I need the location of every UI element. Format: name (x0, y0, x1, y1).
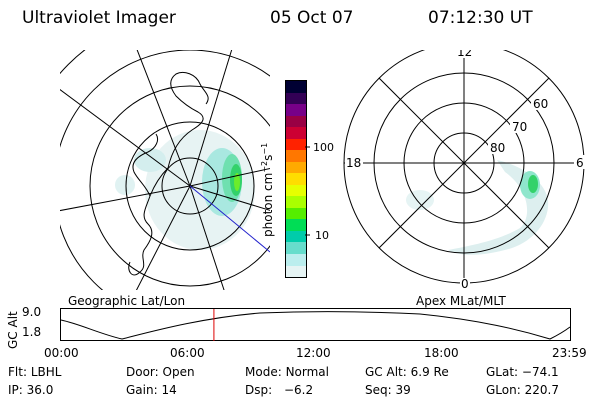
geographic-map (60, 50, 270, 290)
colorbar-segment (286, 207, 306, 220)
coastline (128, 71, 209, 276)
app-title: Ultraviolet Imager (22, 8, 176, 28)
status-glon: GLon: 220.7 (486, 383, 559, 397)
time-label: 07:12:30 UT (428, 8, 533, 28)
colorbar-segment (286, 115, 306, 128)
colorbar-segment (286, 104, 306, 116)
mlt-label-12: 12 (457, 50, 472, 59)
colorbar-segment (286, 92, 306, 105)
status-gc-alt: GC Alt: 6.9 Re (365, 365, 449, 379)
colorbar-unit: photon cm−2s−1 (260, 142, 275, 237)
status-ip: IP: 36.0 (8, 383, 54, 397)
timeline-chart (60, 308, 571, 341)
colorbar-segment (286, 150, 306, 162)
colorbar-segment (286, 253, 306, 266)
mlt-label-6: 6 (576, 156, 584, 170)
status-gain: Gain: 14 (126, 383, 177, 397)
timeline-y-label: GC Alt (6, 311, 20, 349)
colorbar-tick-10: 10 (315, 229, 329, 242)
timeline-x-tick-4: 23:59 (552, 346, 587, 360)
colorbar-segment (286, 242, 306, 254)
left-map-caption: Geographic Lat/Lon (68, 294, 186, 308)
status-mode: Mode: Normal (245, 365, 329, 379)
timeline-x-tick-1: 06:00 (170, 346, 205, 360)
colorbar-segment (286, 230, 306, 243)
timeline-y-tick-bottom: 1.8 (22, 325, 42, 339)
colorbar-segment (286, 184, 306, 197)
status-dsp: Dsp: −6.2 (245, 383, 314, 397)
lat-label-70: 70 (512, 120, 527, 134)
lat-label-80: 80 (490, 141, 505, 155)
colorbar-segment (286, 196, 306, 208)
altitude-curve (60, 311, 571, 340)
colorbar-ticks: 100 10 (305, 141, 334, 242)
colorbar-segment (286, 81, 306, 93)
date-label: 05 Oct 07 (270, 8, 354, 28)
colorbar (285, 80, 307, 278)
timeline-x-tick-3: 18:00 (424, 346, 459, 360)
aurora-emission-apex (406, 160, 549, 255)
colorbar-segment (286, 161, 306, 174)
apex-polar-plot: 12 6 18 0 60 70 80 (343, 50, 586, 290)
colorbar-segment (286, 219, 306, 231)
right-map-caption: Apex MLat/MLT (416, 294, 506, 308)
lat-label-60: 60 (533, 97, 548, 111)
status-flt: Flt: LBHL (8, 365, 62, 379)
colorbar-segment (286, 138, 306, 151)
status-glat: GLat: −74.1 (486, 365, 559, 379)
colorbar-segment (286, 173, 306, 185)
timeline-y-tick-top: 9.0 (22, 305, 42, 319)
status-seq: Seq: 39 (365, 383, 411, 397)
mlt-label-0: 0 (461, 277, 469, 290)
timeline-x-tick-0: 00:00 (44, 346, 79, 360)
mlt-label-18: 18 (346, 156, 361, 170)
status-door: Door: Open (126, 365, 195, 379)
timeline-x-tick-2: 12:00 (296, 346, 331, 360)
colorbar-tick-100: 100 (313, 141, 334, 154)
colorbar-segment (286, 265, 306, 278)
colorbar-segment (286, 127, 306, 139)
